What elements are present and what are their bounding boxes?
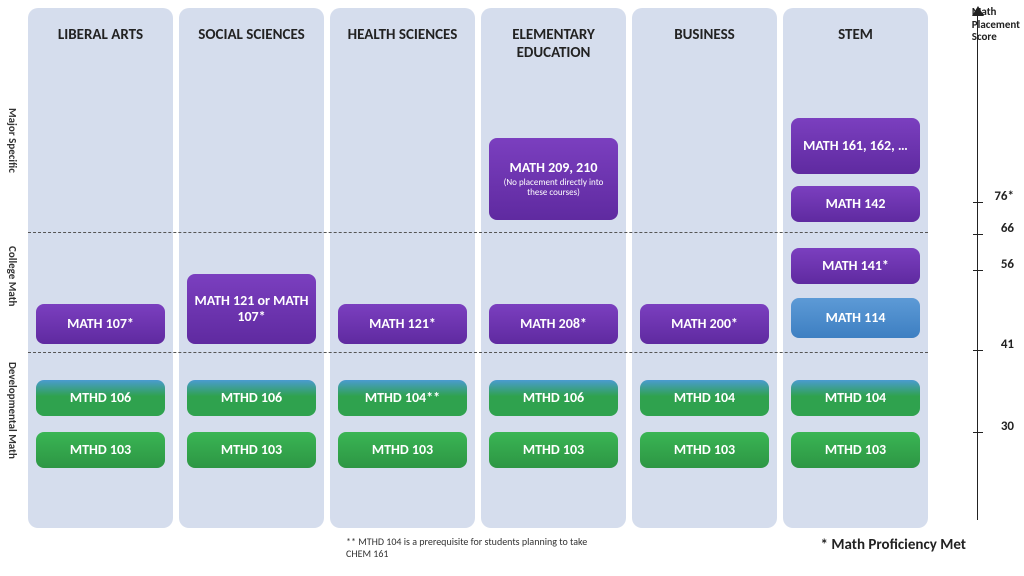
divider-upper [28,232,928,233]
course-sublabel: (No placement directly into these course… [495,178,612,199]
course-box: MATH 121* [338,304,467,344]
course-label: MTHD 106 [221,390,282,406]
course-box: MATH 142 [791,186,920,222]
score-tick [973,202,983,203]
course-box: MATH 107* [36,304,165,344]
course-box: MATH 161, 162, … [791,118,920,174]
footnote-double-star: ** MTHD 104 is a prerequisite for studen… [346,536,606,560]
score-tick [973,432,983,433]
course-box: MATH 121 or MATH 107* [187,274,316,344]
course-label: MATH 142 [826,196,886,212]
course-label: MATH 161, 162, … [803,138,908,154]
track-column: SOCIAL SCIENCES MATH 121 or MATH 107* MTHD… [179,8,324,528]
course-label: MTHD 104 [674,390,735,406]
course-box: MTHD 103 [187,432,316,468]
course-label: MTHD 103 [523,442,584,458]
course-box: MATH 208* [489,304,618,344]
track-title: LIBERAL ARTS [28,26,173,44]
course-label: MTHD 103 [70,442,131,458]
course-label: MATH 114 [826,310,886,326]
course-label: MTHD 103 [221,442,282,458]
course-label: MTHD 103 [674,442,735,458]
track-column: ELEMENTARY EDUCATION MATH 209, 210 (No pla… [481,8,626,528]
course-box: MTHD 103 [489,432,618,468]
track-column: HEALTH SCIENCES MATH 121* MTHD 104** MTHD 1… [330,8,475,528]
track-column: STEM MATH 161, 162, … MATH 142 MATH 141* MAT… [783,8,928,528]
divider-lower [28,352,928,353]
score-label: 76* [994,189,1014,204]
course-label: MATH 107* [67,316,134,332]
course-label: MTHD 106 [70,390,131,406]
course-box: MTHD 103 [640,432,769,468]
course-label: MATH 121* [369,316,436,332]
course-box: MTHD 103 [338,432,467,468]
row-label-college-math: College Math [6,246,19,306]
score-label: 56 [1001,257,1014,272]
score-label: 30 [1001,419,1014,434]
course-box: MTHD 104 [791,380,920,416]
footnote-single-star: * Math Proficiency Met [821,536,966,554]
course-box: MTHD 106 [36,380,165,416]
course-label: MTHD 106 [523,390,584,406]
score-tick [973,234,983,235]
row-label-major-specific: Major Specific [6,108,19,173]
course-box: MTHD 106 [489,380,618,416]
track-title: STEM [783,26,928,44]
track-column: LIBERAL ARTS MATH 107* MTHD 106 MTHD 103 [28,8,173,528]
score-label: 41 [1001,337,1014,352]
course-box: MATH 141* [791,248,920,284]
axis-title: MathPlacementScore [972,6,1020,44]
score-label: 66 [1001,221,1014,236]
course-box: MTHD 104** [338,380,467,416]
course-label: MATH 141* [822,258,889,274]
track-column: BUSINESS MATH 200* MTHD 104 MTHD 103 [632,8,777,528]
course-label: MTHD 103 [825,442,886,458]
score-tick [973,270,983,271]
score-tick [973,350,983,351]
row-label-developmental: Developmental Math [6,362,19,459]
track-title: BUSINESS [632,26,777,44]
course-label: MTHD 103 [372,442,433,458]
course-label: MTHD 104** [365,390,440,406]
track-title: SOCIAL SCIENCES [179,26,324,44]
course-label: MATH 121 or MATH 107* [193,293,310,325]
course-box: MATH 114 [791,298,920,338]
course-label: MTHD 104 [825,390,886,406]
course-box: MTHD 103 [791,432,920,468]
pathway-chart: LIBERAL ARTSMATH 107*MTHD 106MTHD 103SOC… [28,8,928,528]
course-label: MATH 208* [520,316,587,332]
course-box: MTHD 104 [640,380,769,416]
track-title: HEALTH SCIENCES [330,26,475,44]
course-box: MATH 200* [640,304,769,344]
score-axis [977,12,978,520]
course-box: MTHD 106 [187,380,316,416]
course-box: MATH 209, 210 (No placement directly into… [489,138,618,220]
course-label: MATH 200* [671,316,738,332]
track-title: ELEMENTARY EDUCATION [481,26,626,62]
course-label: MATH 209, 210 [510,160,598,176]
course-box: MTHD 103 [36,432,165,468]
